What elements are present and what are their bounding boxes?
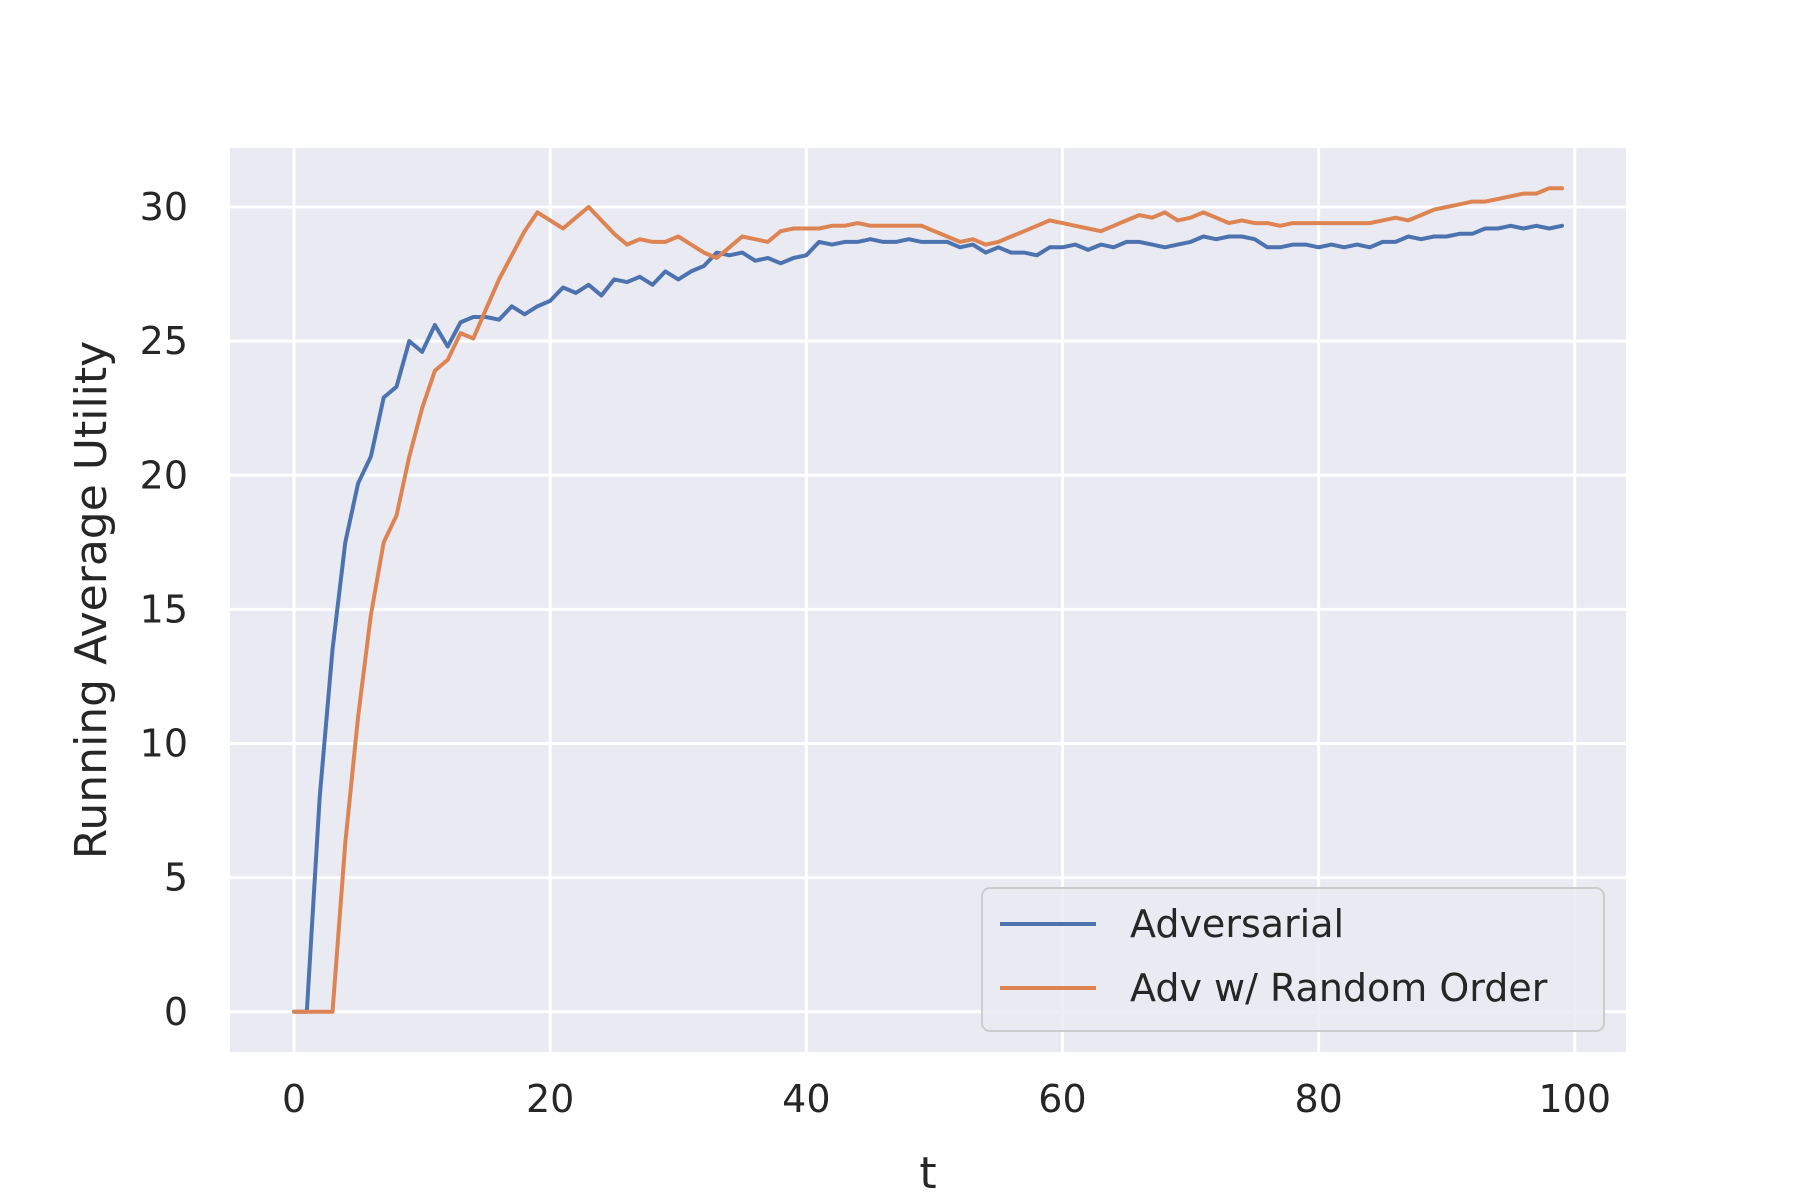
y-tick-label: 25 <box>140 319 188 363</box>
legend-label-0: Adversarial <box>1130 902 1344 946</box>
legend-box <box>981 887 1605 1032</box>
y-axis-label: Running Average Utility <box>66 341 117 859</box>
y-tick-label: 10 <box>140 722 188 766</box>
x-tick-label: 100 <box>1539 1077 1612 1121</box>
x-tick-label: 40 <box>782 1077 830 1121</box>
y-tick-label: 20 <box>140 453 188 497</box>
x-tick-label: 0 <box>282 1077 306 1121</box>
grid <box>230 148 1626 1052</box>
y-tick-label: 0 <box>164 990 188 1034</box>
series-line-0 <box>292 223 1564 1014</box>
y-tick-label: 5 <box>164 856 188 900</box>
y-tick-label: 30 <box>140 185 188 229</box>
x-axis-label: t <box>919 1148 936 1199</box>
series-line-1 <box>292 186 1564 1014</box>
x-tick-label: 60 <box>1038 1077 1086 1121</box>
x-tick-label: 80 <box>1294 1077 1342 1121</box>
y-tick-labels: 0 5 10 15 20 25 30 <box>140 185 188 1034</box>
x-tick-label: 20 <box>526 1077 574 1121</box>
x-tick-labels: 0 20 40 60 80 100 <box>282 1077 1611 1121</box>
legend: Adversarial Adv w/ Random Order <box>981 887 1605 1032</box>
series-group <box>292 186 1564 1014</box>
y-tick-label: 15 <box>140 587 188 631</box>
legend-label-1: Adv w/ Random Order <box>1130 966 1548 1010</box>
